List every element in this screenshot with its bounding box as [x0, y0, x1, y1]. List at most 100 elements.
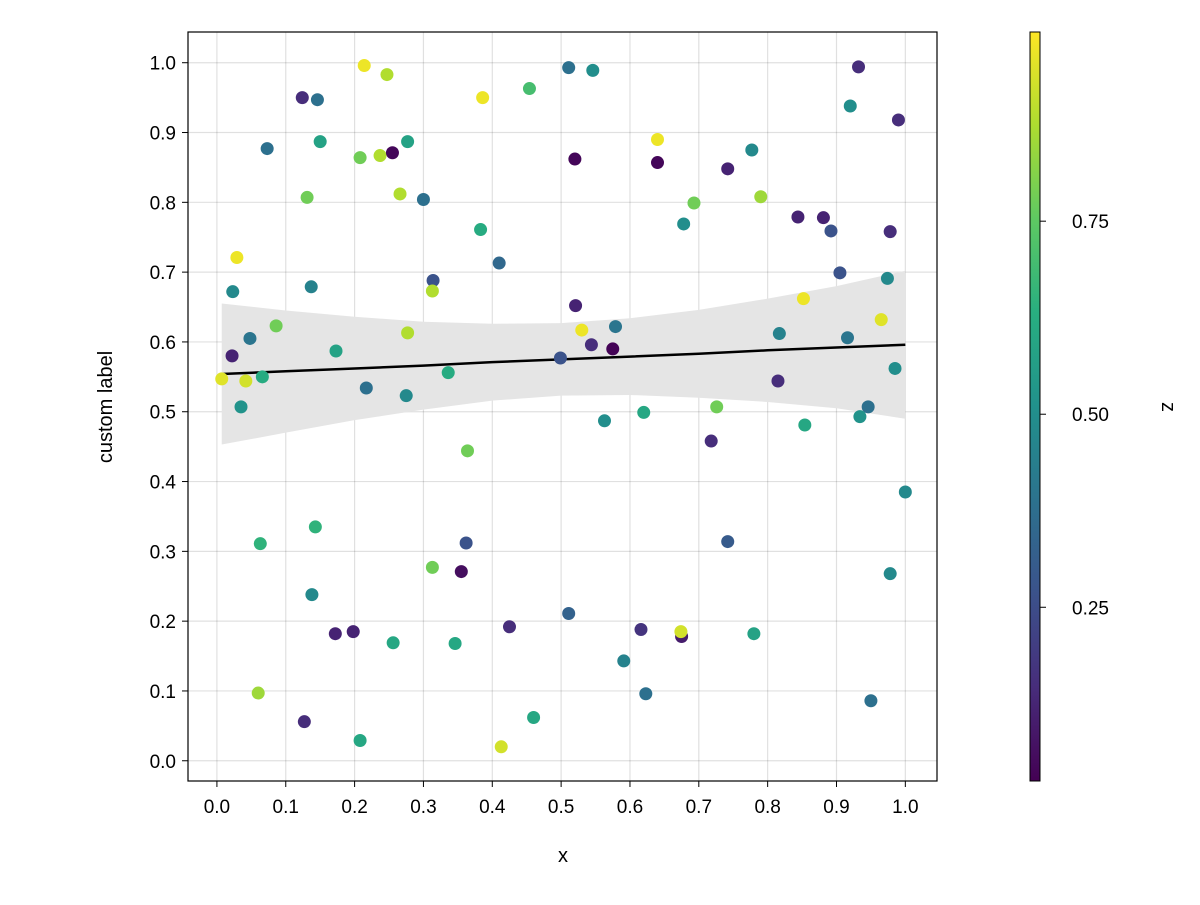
scatter-point: [584, 338, 598, 352]
scatter-point: [687, 196, 701, 210]
scatter-point: [745, 143, 759, 157]
scatter-point: [385, 146, 399, 160]
scatter-point: [553, 351, 567, 365]
scatter-point: [721, 535, 735, 549]
scatter-point: [215, 372, 229, 386]
x-tick-label: 0.9: [823, 797, 849, 818]
scatter-point: [425, 560, 439, 574]
scatter-point: [401, 326, 415, 340]
scatter-point: [841, 331, 855, 345]
colorbar: [1029, 31, 1041, 782]
y-tick-label: 0.1: [150, 682, 176, 703]
scatter-point: [843, 99, 857, 113]
scatter-point: [824, 224, 838, 238]
y-axis-ticks: 0.0 0.1 0.2 0.3 0.4 0.5 0.6 0.7 0.8 0.9 1.0: [150, 54, 188, 773]
scatter-point: [710, 400, 724, 414]
scatter-point: [297, 715, 311, 729]
scatter-point: [269, 319, 283, 333]
scatter-point: [295, 91, 309, 105]
scatter-point: [747, 627, 761, 641]
scatter-point: [721, 162, 735, 176]
scatter-point: [674, 625, 688, 639]
scatter-point: [704, 434, 718, 448]
scatter-point: [305, 588, 319, 602]
y-tick-label: 0.8: [150, 193, 176, 214]
y-tick-label: 1.0: [150, 54, 176, 75]
scatter-point: [234, 400, 248, 414]
scatter-point: [606, 342, 620, 356]
scatter-point: [380, 68, 394, 82]
scatter-point: [492, 256, 506, 270]
colorbar-tick-label: 0.75: [1072, 212, 1109, 233]
scatter-point: [300, 190, 314, 204]
scatter-point: [304, 280, 318, 294]
scatter-point: [853, 410, 867, 424]
scatter-point: [308, 520, 322, 534]
scatter-point: [502, 620, 516, 634]
scatter-point: [651, 132, 665, 146]
scatter-point: [416, 193, 430, 207]
scatter-point: [597, 414, 611, 428]
scatter-point: [401, 135, 415, 149]
scatter-point: [454, 565, 468, 579]
scatter-point: [634, 623, 648, 637]
scatter-point: [346, 625, 360, 639]
scatter-point: [798, 418, 812, 432]
y-tick-label: 0.9: [150, 124, 176, 145]
colorbar-tick-label: 0.50: [1072, 405, 1109, 426]
scatter-point: [353, 734, 367, 748]
scatter-point: [772, 327, 786, 341]
scatter-point: [796, 292, 810, 306]
scatter-point: [393, 187, 407, 201]
scatter-point: [852, 60, 866, 74]
scatter-point: [460, 444, 474, 458]
scatter-point: [399, 389, 413, 403]
x-tick-label: 0.5: [548, 797, 574, 818]
x-tick-label: 0.7: [686, 797, 712, 818]
y-axis-label: custom label: [95, 351, 117, 463]
scatter-point: [527, 710, 541, 724]
scatter-point: [260, 142, 274, 156]
scatter-point: [898, 485, 912, 499]
scatter-point: [651, 156, 665, 170]
scatter-point: [586, 63, 600, 77]
scatter-point: [313, 135, 327, 149]
scatter-point: [569, 299, 583, 313]
x-tick-label: 0.4: [479, 797, 506, 818]
scatter-point: [677, 217, 691, 231]
scatter-point: [617, 654, 631, 668]
scatter-point: [880, 271, 894, 285]
scatter-points: [215, 59, 912, 754]
scatter-point: [357, 59, 371, 73]
scatter-point: [891, 113, 905, 127]
scatter-point: [494, 740, 508, 754]
scatter-point: [425, 284, 439, 298]
scatter-point: [562, 61, 576, 75]
scatter-point: [883, 567, 897, 581]
scatter-point: [253, 537, 267, 551]
scatter-point: [251, 686, 265, 700]
x-tick-label: 0.6: [617, 797, 643, 818]
x-tick-label: 1.0: [892, 797, 918, 818]
scatter-point: [226, 285, 240, 299]
x-tick-label: 0.3: [410, 797, 436, 818]
scatter-point: [255, 370, 269, 384]
scatter-point: [816, 211, 830, 225]
y-tick-label: 0.7: [150, 263, 176, 284]
scatter-point: [562, 606, 576, 620]
colorbar-tick-label: 0.25: [1072, 598, 1109, 619]
scatter-point: [448, 636, 462, 650]
scatter-point: [639, 687, 653, 701]
scatter-point: [474, 223, 488, 237]
scatter-point: [637, 405, 651, 419]
x-tick-label: 0.2: [341, 797, 367, 818]
colorbar-label: z: [1157, 402, 1179, 412]
scatter-point: [864, 694, 878, 708]
x-tick-label: 0.0: [204, 797, 230, 818]
scatter-point: [754, 190, 768, 204]
scatter-point: [883, 225, 897, 239]
y-tick-label: 0.2: [150, 612, 176, 633]
scatter-point: [359, 381, 373, 395]
plot-frame: [187, 31, 938, 782]
